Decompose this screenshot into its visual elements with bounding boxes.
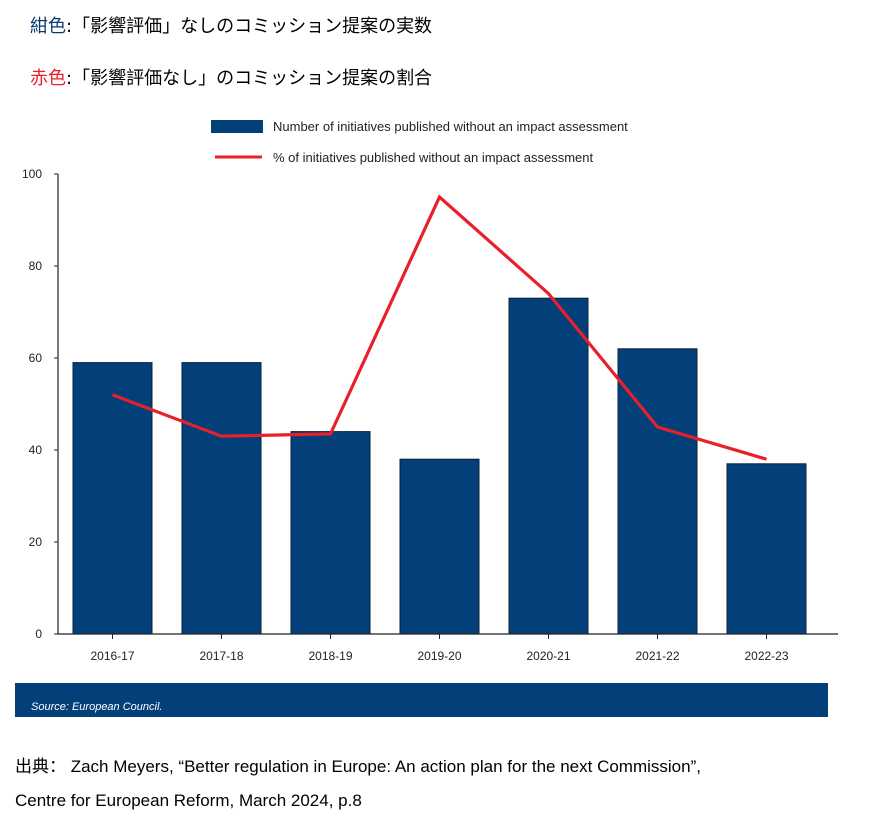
y-tick-label: 100 [22, 167, 42, 181]
x-tick-label: 2022-23 [744, 649, 788, 660]
x-tick-label: 2018-19 [308, 649, 352, 660]
y-tick-label: 0 [35, 627, 42, 641]
chart: Number of initiatives published without … [0, 100, 880, 660]
source-bar: Source: European Council. [15, 683, 828, 717]
red-note-text: :「影響評価なし」のコミッション提案の割合 [66, 68, 432, 89]
y-tick-label: 60 [29, 351, 43, 365]
x-tick-label: 2020-21 [526, 649, 570, 660]
legend-bar-swatch [211, 120, 263, 133]
x-tick-label: 2021-22 [635, 649, 679, 660]
legend-line-label: % of initiatives published without an im… [273, 150, 593, 165]
bar [73, 363, 152, 634]
navy-note: 紺色:「影響評価」なしのコミッション提案の実数 [30, 12, 432, 38]
citation: 出典： Zach Meyers, “Better regulation in E… [15, 750, 875, 818]
navy-note-label: 紺色 [30, 16, 66, 37]
plot-area: 0 20 40 60 80 100 2016-17 2017-18 2018-19 2019-20… [22, 167, 838, 660]
bar [182, 363, 261, 634]
citation-line-2: Centre for European Reform, March 2024, … [15, 784, 875, 818]
source-text: Source: European Council. [31, 701, 162, 713]
y-tick-label: 40 [29, 443, 43, 457]
x-tick-label: 2019-20 [417, 649, 461, 660]
bar [400, 459, 479, 634]
red-note: 赤色:「影響評価なし」のコミッション提案の割合 [30, 64, 432, 90]
legend: Number of initiatives published without … [211, 119, 628, 165]
x-tick-label: 2017-18 [199, 649, 243, 660]
citation-line-1: 出典： Zach Meyers, “Better regulation in E… [15, 750, 875, 784]
y-tick-label: 80 [29, 259, 43, 273]
bar [727, 464, 806, 634]
red-note-label: 赤色 [30, 68, 66, 89]
y-tick-label: 20 [29, 535, 43, 549]
bar [509, 298, 588, 634]
bar [291, 432, 370, 634]
x-tick-label: 2016-17 [90, 649, 134, 660]
navy-note-text: :「影響評価」なしのコミッション提案の実数 [66, 16, 432, 37]
legend-bar-label: Number of initiatives published without … [273, 119, 628, 134]
